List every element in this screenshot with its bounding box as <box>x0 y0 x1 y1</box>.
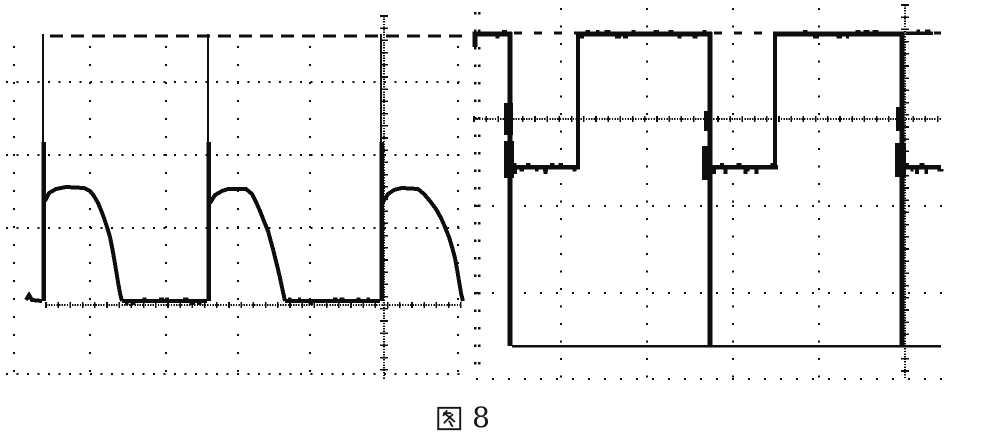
figure-caption: 8 <box>0 398 954 438</box>
left-oscillogram <box>6 15 465 379</box>
figure-number: 8 <box>472 401 490 434</box>
caption-character-tu <box>437 406 462 430</box>
oscillogram-panels <box>6 4 944 381</box>
right-oscillogram <box>472 4 944 381</box>
